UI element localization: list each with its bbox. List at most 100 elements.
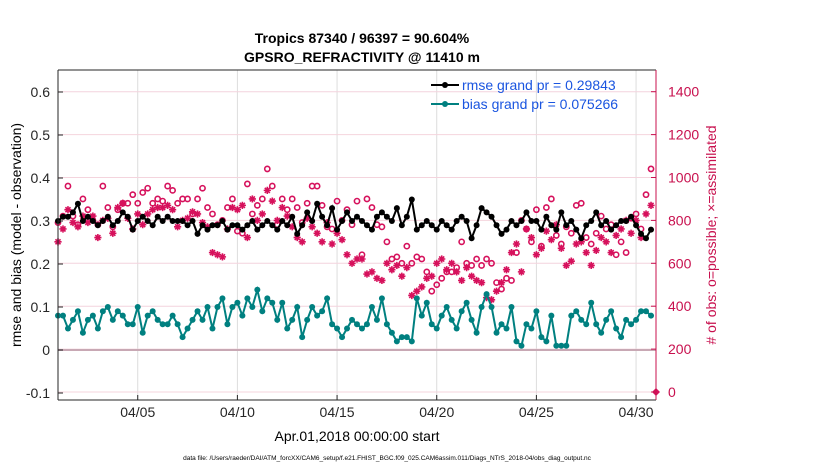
bias-point (334, 325, 341, 332)
assimilated-point (338, 236, 346, 244)
bias-point (573, 308, 580, 315)
rmse-point (468, 235, 475, 242)
rmse-point (618, 218, 625, 224)
assimilated-point (572, 240, 580, 248)
possible-point (313, 182, 321, 190)
assimilated-point (463, 263, 471, 272)
possible-point (199, 184, 206, 192)
rmse-point (144, 218, 151, 224)
possible-point (149, 199, 157, 207)
possible-point (139, 189, 147, 196)
possible-point (169, 186, 177, 194)
possible-point (258, 195, 266, 203)
possible-point (393, 253, 401, 261)
possible-point (84, 206, 92, 214)
bias-point (229, 304, 236, 310)
possible-point (248, 210, 256, 218)
possible-point (174, 199, 181, 207)
y-tick-label: 0.1 (31, 299, 51, 315)
rmse-point (403, 213, 410, 220)
rmse-point (493, 222, 500, 229)
possible-point (567, 229, 575, 237)
y2-tick-label: 200 (668, 341, 692, 357)
rmse-point (528, 218, 535, 224)
y2-axis-label: # of obs: o=possible; ×=assimilated (703, 125, 719, 344)
bias-point (129, 321, 136, 328)
bias-point (468, 316, 475, 323)
assimilated-point (492, 287, 501, 295)
rmse-point (553, 226, 560, 233)
bias-point (583, 321, 590, 328)
rmse-point (513, 222, 520, 229)
possible-point (64, 182, 72, 190)
bias-point (423, 299, 430, 306)
rmse-point (393, 205, 400, 212)
assimilated-point (159, 203, 167, 212)
rmse-point (309, 218, 316, 224)
rmse-point (314, 200, 321, 207)
possible-point (542, 204, 550, 211)
assimilated-point (164, 201, 172, 209)
bias-point (553, 342, 560, 349)
rmse-point (74, 200, 81, 207)
rmse-point (134, 218, 141, 224)
rmse-point (358, 218, 365, 224)
assimilated-point (502, 266, 511, 274)
possible-point (647, 165, 655, 173)
y2-tick-label: 1200 (668, 127, 699, 143)
assimilated-point (293, 233, 301, 242)
series-assimilated (54, 186, 660, 396)
assimilated-point (453, 268, 461, 276)
bias-point (438, 312, 445, 319)
bias-point (558, 342, 565, 349)
bias-point (174, 321, 181, 328)
bias-point (548, 312, 555, 319)
bias-point (398, 334, 405, 341)
bias-point (209, 325, 216, 332)
assimilated-point (298, 238, 306, 246)
assimilated-point (612, 231, 620, 240)
bias-point (214, 304, 221, 310)
rmse-point (334, 226, 341, 233)
rmse-point (508, 218, 515, 224)
bias-point (448, 316, 455, 323)
assimilated-point (547, 236, 555, 244)
rmse-point (583, 222, 590, 229)
rmse-point (274, 226, 281, 233)
possible-point (328, 225, 336, 233)
bias-point (204, 304, 211, 310)
rmse-point (164, 213, 171, 220)
possible-point (79, 195, 87, 203)
assimilated-point (458, 276, 466, 285)
assimilated-point (567, 257, 575, 265)
rmse-point (279, 218, 286, 224)
assimilated-point (79, 212, 87, 220)
assimilated-point (59, 225, 67, 233)
rmse-point (324, 222, 331, 229)
assimilated-point (383, 259, 391, 267)
assimilated-point (149, 206, 157, 214)
bias-point (154, 316, 161, 323)
bias-point (74, 308, 81, 315)
bias-point (428, 321, 435, 328)
possible-point (368, 204, 376, 211)
possible-point (438, 274, 446, 282)
bias-point (139, 329, 146, 336)
rmse-point (448, 226, 455, 233)
rmse-point (354, 213, 360, 220)
assimilated-point (74, 223, 82, 231)
possible-point (577, 199, 585, 207)
assimilated-point (188, 208, 197, 216)
possible-point (508, 277, 515, 284)
rmse-point (244, 222, 251, 229)
bias-point (508, 304, 515, 310)
possible-point (293, 204, 301, 211)
y2-tick-label: 800 (668, 212, 692, 228)
assimilated-point (388, 266, 396, 274)
possible-point (333, 197, 341, 205)
assimilated-point (468, 272, 476, 280)
possible-point (184, 195, 191, 203)
assimilated-point (243, 233, 251, 242)
bias-point (69, 316, 76, 323)
rmse-point (523, 209, 530, 216)
